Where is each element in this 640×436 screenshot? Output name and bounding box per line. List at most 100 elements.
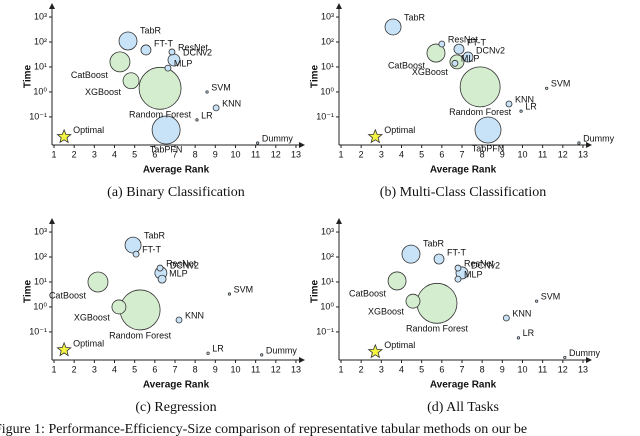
x-tick-label: 5 (419, 149, 424, 159)
x-axis-label: Average Rank (430, 380, 497, 391)
y-axis-arrow (49, 3, 55, 9)
panel: 1 2 3 4 5 6 7 8 9 10 11 12 1310⁻¹10⁰10¹10²10³Average… (23, 3, 305, 200)
x-tick-label: 9 (500, 149, 505, 159)
bubble-label: FT-T (142, 245, 161, 255)
bubble (438, 40, 446, 48)
bubble (462, 51, 474, 63)
bubble (474, 116, 502, 144)
panel: 1 2 3 4 5 6 7 8 9 10 11 12 1310⁻¹10⁰10¹10²10³Average… (310, 3, 615, 200)
bubble (206, 351, 210, 355)
bubble-label: LR (523, 328, 535, 338)
bubble-label: KNN (512, 308, 531, 318)
optimal-label: Optimal (384, 340, 415, 350)
panel-caption: (c) Regression (135, 400, 216, 415)
x-tick-label: 12 (271, 364, 281, 374)
x-axis-label: Average Rank (143, 380, 210, 391)
bubble (260, 353, 264, 357)
bubble-label: TabR (404, 12, 426, 22)
bubble-label: FT-T (447, 247, 466, 257)
bubble-label: TabR (423, 239, 445, 249)
bubble (175, 316, 183, 324)
bubble (454, 275, 462, 283)
x-tick-label: 4 (112, 364, 117, 374)
x-tick-label: 6 (152, 364, 157, 374)
optimal-label: Optimal (73, 338, 104, 348)
x-axis-arrow (586, 142, 592, 148)
bubble (384, 18, 402, 36)
x-axis-label: Average Rank (430, 165, 497, 176)
x-tick-label: 3 (379, 364, 384, 374)
y-tick-label: 10⁰ (33, 86, 47, 96)
y-tick-label: 10¹ (34, 61, 47, 71)
bubble (256, 141, 260, 145)
bubble (164, 64, 172, 72)
bubble (138, 66, 182, 110)
bubble (563, 355, 567, 360)
x-tick-label: 13 (291, 364, 301, 374)
y-axis-arrow (49, 218, 55, 224)
bubble-label: LR (212, 344, 224, 354)
bubble-label: MLP (461, 54, 480, 64)
bubble (405, 293, 421, 309)
bubble (132, 250, 140, 258)
panel-caption: (b) Multi-Class Classification (380, 185, 546, 200)
bubble (451, 59, 459, 67)
x-tick-label: 13 (578, 364, 588, 374)
panel-caption: (a) Binary Classification (107, 185, 245, 200)
bubble-label: KNN (222, 98, 241, 108)
bubble (519, 109, 523, 113)
bubble (453, 43, 465, 55)
bubble-label: Random Forest (449, 107, 512, 117)
bubble (459, 66, 501, 108)
bubble-label: CatBoost (49, 290, 87, 300)
bubble-label: XGBoost (74, 312, 111, 322)
bubble (205, 90, 209, 94)
bubble-label: LR (201, 110, 213, 120)
x-tick-label: 4 (399, 149, 404, 159)
x-tick-label: 8 (193, 149, 198, 159)
x-tick-label: 8 (480, 149, 485, 159)
x-tick-label: 9 (213, 149, 218, 159)
bubble-label: XGBoost (85, 87, 122, 97)
bubble (516, 336, 521, 340)
bubble-label: XGBoost (368, 307, 405, 317)
bubble-label: Random Forest (129, 110, 192, 120)
x-tick-label: 9 (213, 364, 218, 374)
bubble (109, 51, 131, 73)
y-tick-label: 10⁰ (320, 86, 334, 96)
x-tick-label: 7 (459, 364, 464, 374)
y-axis-arrow (336, 218, 342, 224)
bubble-label: SVM (234, 284, 254, 294)
bubble-label: DCNv2 (170, 260, 199, 270)
bubble (505, 100, 513, 108)
x-tick-label: 6 (152, 149, 157, 159)
x-tick-label: 7 (172, 149, 177, 159)
y-axis-label: Time (310, 64, 321, 88)
bubble (387, 271, 407, 291)
optimal-star (367, 128, 384, 144)
x-axis-arrow (299, 142, 305, 148)
bubble (195, 118, 199, 122)
panel: 1 2 3 4 5 6 7 8 9 10 11 12 1310⁻¹10⁰10¹10²10³Average… (23, 218, 305, 415)
bubble (118, 31, 138, 51)
x-tick-label: 11 (251, 364, 260, 374)
bubble-label: Random Forest (109, 330, 172, 340)
figure-caption: Figure 1: Performance-Efficiency-Size co… (0, 422, 527, 436)
y-tick-label: 10² (321, 251, 334, 261)
y-tick-label: 10⁰ (33, 301, 47, 311)
bubble-label: KNN (515, 94, 534, 104)
x-tick-label: 3 (379, 149, 384, 159)
bubble-label: DCNv2 (476, 45, 505, 55)
x-axis-arrow (299, 357, 305, 363)
bubble-label: MLP (464, 270, 483, 280)
x-tick-label: 13 (291, 149, 301, 159)
x-tick-label: 5 (132, 149, 137, 159)
bubble-label: Dummy (569, 348, 600, 358)
y-tick-label: 10¹ (321, 276, 334, 286)
bubble (140, 44, 152, 56)
bubble-label: SVM (211, 82, 231, 92)
y-tick-label: 10⁻¹ (29, 111, 47, 121)
x-tick-label: 3 (92, 364, 97, 374)
x-tick-label: 11 (538, 149, 547, 159)
bubble-label: ResNet (448, 34, 479, 44)
